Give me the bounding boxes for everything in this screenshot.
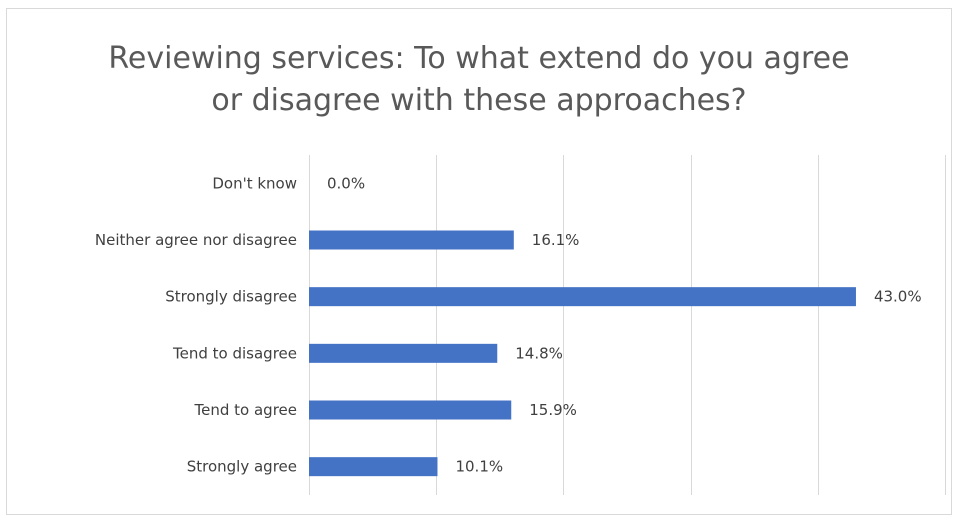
bar bbox=[309, 287, 856, 307]
chart-area bbox=[6, 8, 952, 515]
bar bbox=[309, 457, 438, 477]
chart-title-line-1: Reviewing services: To what extend do yo… bbox=[108, 41, 850, 76]
bars bbox=[309, 230, 856, 477]
data-label: 0.0% bbox=[327, 174, 365, 192]
category-label: Tend to agree bbox=[194, 401, 297, 419]
data-label: 43.0% bbox=[874, 288, 922, 306]
data-label: 16.1% bbox=[532, 231, 580, 249]
data-label: 15.9% bbox=[529, 401, 577, 419]
category-label: Strongly agree bbox=[187, 458, 297, 476]
gridlines bbox=[309, 155, 946, 495]
data-label: 14.8% bbox=[515, 344, 563, 362]
category-label: Neither agree nor disagree bbox=[95, 231, 297, 249]
category-labels: Don't know Neither agree nor disagree Stro… bbox=[95, 174, 297, 475]
chart-title: Reviewing services: To what extend do yo… bbox=[0, 38, 958, 122]
chart-title-line-2: or disagree with these approaches? bbox=[211, 83, 747, 118]
bar bbox=[309, 343, 498, 363]
bar bbox=[309, 400, 512, 420]
data-label: 10.1% bbox=[455, 458, 503, 476]
category-label: Strongly disagree bbox=[165, 288, 297, 306]
category-label: Tend to disagree bbox=[172, 344, 297, 362]
bar bbox=[309, 230, 514, 250]
value-labels: 0.0% 16.1% 43.0% 14.8% 15.9% 10.1% bbox=[327, 174, 922, 475]
category-label: Don't know bbox=[212, 174, 297, 192]
